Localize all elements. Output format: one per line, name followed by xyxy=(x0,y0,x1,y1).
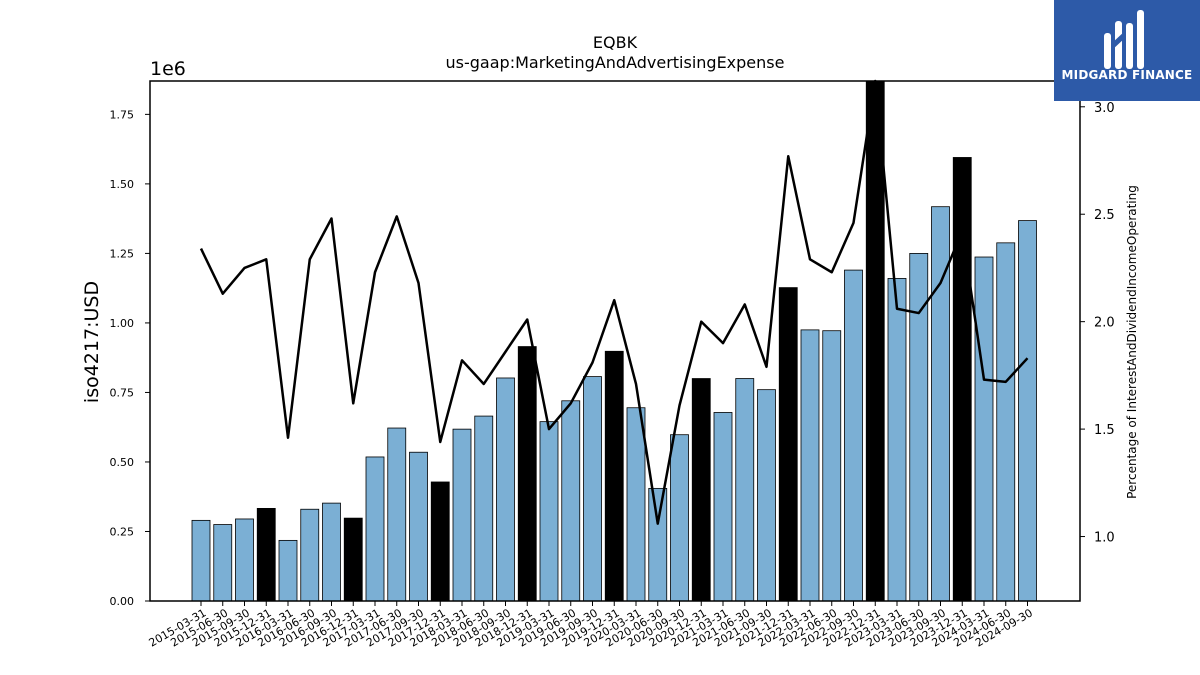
bar-2016-06-30 xyxy=(300,508,320,602)
bar-2021-09-30 xyxy=(757,389,776,602)
y-tick-label: 0.25 xyxy=(110,525,135,538)
bar-2023-03-31 xyxy=(887,278,907,602)
bar-2022-03-31 xyxy=(800,329,820,602)
y-tick-label: 1.00 xyxy=(110,317,135,330)
bar-2019-06-30 xyxy=(561,400,581,602)
y2-tick-label: 3.0 xyxy=(1094,101,1115,116)
y-tick-label: 0.50 xyxy=(110,456,135,469)
bar-2017-06-30 xyxy=(387,427,407,602)
bar-2020-03-31 xyxy=(626,407,646,602)
y-axis-label: iso4217:USD xyxy=(81,281,103,403)
plot-frame xyxy=(149,80,1081,602)
y2-axis-ticks: 1.0 1.5 2.0 2.5 3.0 xyxy=(1080,101,1115,546)
bar-2015-03-31 xyxy=(191,519,211,602)
bar-2022-09-30 xyxy=(844,269,863,602)
bar-2015-09-30 xyxy=(235,518,254,602)
bar-2020-06-30 xyxy=(648,487,668,602)
bar-2016-12-31 xyxy=(343,517,363,602)
bar-2018-03-31 xyxy=(452,428,472,602)
bar-2016-03-31 xyxy=(278,539,298,602)
y-tick-label: 1.25 xyxy=(110,247,135,260)
bar-2020-09-30 xyxy=(670,434,689,602)
bar-2019-09-30 xyxy=(583,376,602,602)
y-axis-ticks: 0.00 0.25 0.50 0.75 1.00 1.25 1.50 1.75 xyxy=(110,108,150,608)
bar-2021-12-31 xyxy=(778,287,798,602)
bar-2021-03-31 xyxy=(713,412,733,602)
y2-tick-label: 1.0 xyxy=(1094,531,1115,546)
chart-subtitle: us-gaap:MarketingAndAdvertisingExpense xyxy=(446,53,785,72)
bar-2018-09-30 xyxy=(496,377,515,602)
midgard-bars-logo-icon xyxy=(1104,10,1144,69)
bar-2015-12-31 xyxy=(256,507,276,602)
bar-2024-03-31 xyxy=(974,256,994,602)
bar-2022-06-30 xyxy=(822,330,842,602)
y-tick-label: 0.00 xyxy=(110,595,135,608)
bar-2023-12-31 xyxy=(952,157,972,602)
y2-tick-label: 2.0 xyxy=(1094,316,1115,331)
bar-2016-09-30 xyxy=(322,502,341,602)
x-axis-ticks: 2015-03-312015-06-302015-09-302015-12-31… xyxy=(147,601,1035,650)
y-tick-label: 1.50 xyxy=(110,178,135,191)
y2-axis-label: Percentage of InterestAndDividendIncomeO… xyxy=(1125,185,1139,499)
bar-2017-09-30 xyxy=(409,451,428,602)
ratio-line xyxy=(199,79,1029,525)
bar-2018-06-30 xyxy=(474,415,494,602)
bar-2017-12-31 xyxy=(430,481,450,602)
chart-title: EQBK xyxy=(593,33,638,52)
bar-2024-09-30 xyxy=(1018,220,1037,602)
bar-2019-03-31 xyxy=(539,421,559,602)
y-tick-label: 0.75 xyxy=(110,386,135,399)
line-series xyxy=(199,79,1029,525)
bar-2017-03-31 xyxy=(365,456,385,602)
bar-2018-12-31 xyxy=(517,346,537,602)
bar-2024-06-30 xyxy=(996,242,1016,602)
bar-2015-06-30 xyxy=(213,524,233,602)
bar-series xyxy=(191,80,1037,602)
y-tick-label: 1.75 xyxy=(110,108,135,121)
bar-2019-12-31 xyxy=(604,350,624,602)
bar-2021-06-30 xyxy=(735,378,755,602)
bar-2020-12-31 xyxy=(691,378,711,602)
brand-logo-text: MIDGARD FINANCE xyxy=(1061,68,1193,82)
y2-tick-label: 2.5 xyxy=(1094,208,1115,223)
y2-tick-label: 1.5 xyxy=(1094,423,1115,438)
y-axis-offset-label: 1e6 xyxy=(150,58,186,80)
brand-logo: MIDGARD FINANCE xyxy=(1054,0,1200,101)
